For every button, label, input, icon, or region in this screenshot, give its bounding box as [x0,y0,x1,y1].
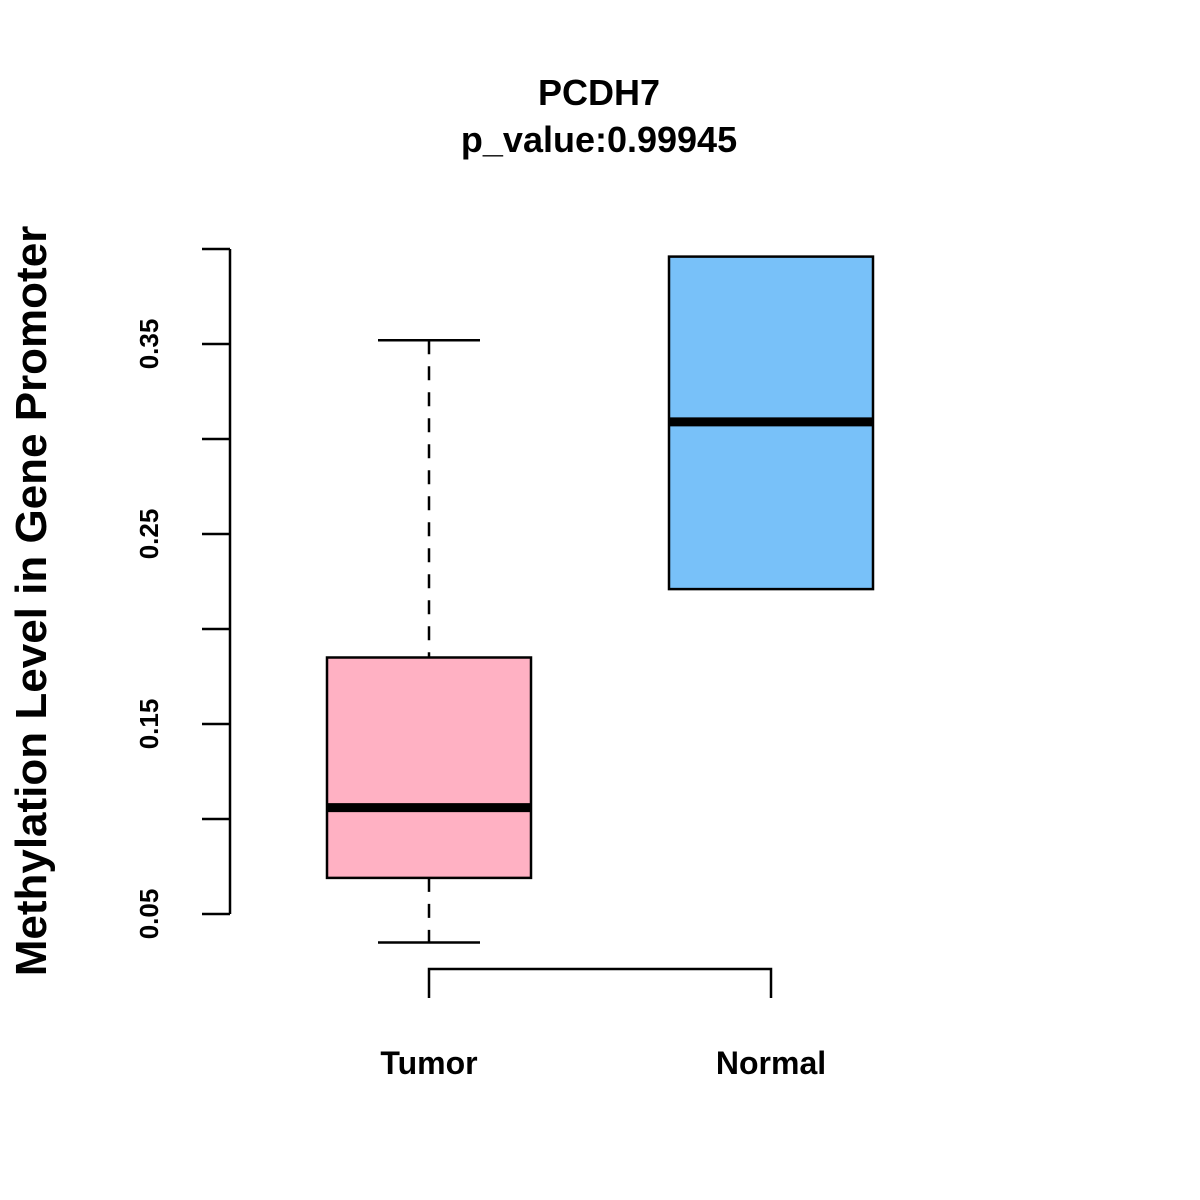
boxes-group: Tumor Normal [325,255,875,1081]
category-label-tumor: Tumor [380,1045,477,1081]
box-tumor: Tumor [325,338,533,1081]
y-tick-label: 0.05 [134,889,164,940]
axes-group: 0.05 0.15 0.25 0.35 [134,247,773,998]
box-normal: Normal [667,255,875,1081]
chart-title: PCDH7 [538,72,660,113]
y-tick-label: 0.15 [134,699,164,750]
x-axis-bracket [427,967,773,998]
y-tick-label: 0.35 [134,319,164,370]
y-tick-label: 0.25 [134,509,164,560]
y-axis-label: Methylation Level in Gene Promoter [7,226,56,977]
category-label-normal: Normal [716,1045,826,1081]
chart-subtitle: p_value:0.99945 [461,119,737,160]
iqr-box [325,656,533,880]
